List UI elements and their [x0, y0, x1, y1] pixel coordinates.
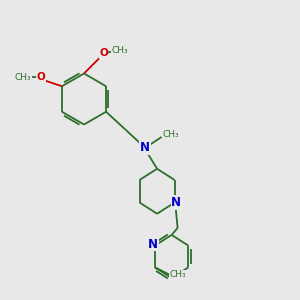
Text: CH₃: CH₃ [111, 46, 128, 55]
Text: CH₃: CH₃ [15, 73, 31, 82]
Text: N: N [148, 238, 158, 251]
Text: O: O [37, 72, 45, 82]
Text: CH₃: CH₃ [170, 270, 187, 279]
Text: CH₃: CH₃ [162, 130, 179, 139]
Text: O: O [99, 48, 108, 59]
Text: N: N [140, 141, 150, 154]
Text: N: N [171, 196, 181, 209]
